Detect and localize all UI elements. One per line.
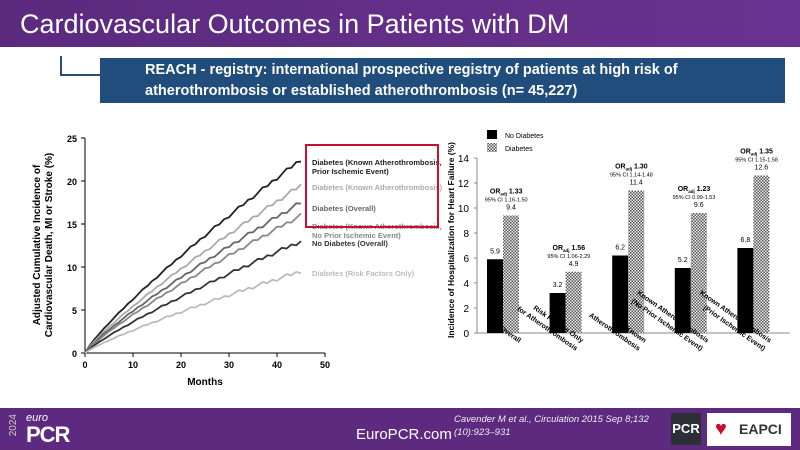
highlight-box xyxy=(305,144,439,228)
y-tick-label: 0 xyxy=(72,349,77,359)
eapci-text: EAPCI xyxy=(739,421,782,437)
x-tick-label: 10 xyxy=(128,360,138,370)
series-line xyxy=(84,212,302,354)
x-tick-label: 0 xyxy=(82,360,87,370)
ci-annotation: 95% CI 1.06-2.29 xyxy=(547,254,590,260)
site-link[interactable]: EuroPCR.com xyxy=(356,426,452,443)
series-label: Diabetes (Overall) xyxy=(312,204,376,213)
bar-value: 5.9 xyxy=(490,248,500,255)
series-label-2: No Prior Ischemic Event) xyxy=(312,231,401,240)
y-axis-label: Adjusted Cumulative Incidence of xyxy=(32,164,43,325)
logo-euro: euro xyxy=(26,412,49,424)
eapci-logo: ♥ EAPCI xyxy=(707,413,791,446)
bar-y-tick-label: 0 xyxy=(463,329,469,340)
legend-label: Diabetes xyxy=(505,146,533,153)
ci-annotation: 95% CI 1.16-1.50 xyxy=(485,198,528,204)
ci-annotation: 95% CI 0.99-1.53 xyxy=(673,195,716,201)
bar-no-diabetes xyxy=(612,255,629,333)
series-label: Diabetes (Known Atherothrombosis, xyxy=(312,158,442,167)
y-tick-label: 10 xyxy=(67,263,77,273)
bar-value: 12.6 xyxy=(755,165,769,172)
bar-y-tick-label: 10 xyxy=(458,204,470,215)
series-label: Diabetes (Known Atherothrombosis) xyxy=(312,183,443,192)
y-tick-label: 5 xyxy=(72,306,77,316)
bar-diabetes xyxy=(753,175,770,333)
x-axis-label: Months xyxy=(187,377,223,388)
x-tick-label: 40 xyxy=(272,360,282,370)
bar-value: 9.4 xyxy=(506,205,516,212)
citation: Cavender M et al., Circulation 2015 Sep … xyxy=(454,414,649,438)
bar-diabetes xyxy=(503,215,519,333)
bar-value: 6.2 xyxy=(615,245,625,252)
subtitle-box: REACH - registry: international prospect… xyxy=(100,58,785,103)
bar-y-tick-label: 4 xyxy=(463,279,469,290)
bar-y-tick-label: 14 xyxy=(458,154,470,165)
bar-y-axis-label: Incidence of Hospitalization for Heart F… xyxy=(446,142,456,338)
x-tick-label: 20 xyxy=(176,360,186,370)
or-annotation: ORadj 1.30 xyxy=(615,164,648,172)
bar-value: 3.2 xyxy=(553,282,563,289)
or-annotation: ORadj 1.33 xyxy=(490,189,523,197)
bar-y-tick-label: 6 xyxy=(463,254,469,265)
bar-value: 5.2 xyxy=(678,257,688,264)
y-tick-label: 25 xyxy=(67,134,77,144)
ci-annotation: 95% CI 1.14-1.48 xyxy=(610,173,653,179)
y-tick-label: 20 xyxy=(67,177,77,187)
bar-value: 4.9 xyxy=(569,261,579,268)
legend-label: No Diabetes xyxy=(505,133,544,140)
bar-no-diabetes xyxy=(674,268,691,333)
series-line xyxy=(84,183,302,354)
pcr-logo: PCR xyxy=(671,413,701,445)
series-line xyxy=(84,270,302,354)
europcr-logo: 2024 euro PCR xyxy=(8,412,88,447)
y-tick-label: 15 xyxy=(67,220,77,230)
bracket-line xyxy=(60,56,102,76)
bar-diabetes xyxy=(690,213,707,333)
series-label: No Diabetes (Overall) xyxy=(312,239,388,248)
ci-annotation: 95% CI 1.15-1.58 xyxy=(735,158,778,164)
bar-y-tick-label: 12 xyxy=(458,179,470,190)
title-bar: Cardiovascular Outcomes in Patients with… xyxy=(0,0,800,47)
bar-value: 9.6 xyxy=(694,202,704,209)
bar-diabetes xyxy=(565,271,582,333)
footer: 2024 euro PCR EuroPCR.com Cavender M et al… xyxy=(0,408,800,450)
legend-swatch-diabetes xyxy=(487,143,497,152)
bar-y-tick-label: 2 xyxy=(463,304,469,315)
bar-y-tick-label: 8 xyxy=(463,229,469,240)
bar-value: 6.8 xyxy=(741,237,751,244)
heart-icon: ♥ xyxy=(715,418,727,440)
or-annotation: ORadj 1.23 xyxy=(678,186,711,194)
slide-title: Cardiovascular Outcomes in Patients with… xyxy=(20,9,570,39)
or-annotation: ORadj 1.56 xyxy=(553,245,586,253)
bar-no-diabetes xyxy=(549,293,566,333)
legend-swatch-no-diabetes xyxy=(487,130,497,139)
series-label: Diabetes (Risk Factors Only) xyxy=(312,269,415,278)
logo-pcr: PCR xyxy=(26,422,70,447)
bar-value: 11.4 xyxy=(630,180,643,187)
series-label-2: Prior Ischemic Event) xyxy=(312,167,389,176)
bar-diabetes xyxy=(628,190,645,333)
series-line xyxy=(84,160,302,354)
x-tick-label: 50 xyxy=(320,360,330,370)
x-tick-label: 30 xyxy=(224,360,234,370)
series-line xyxy=(84,202,302,354)
or-annotation: ORadj 1.35 xyxy=(740,149,773,157)
bar-no-diabetes xyxy=(487,259,503,333)
series-line xyxy=(84,240,302,354)
y-axis-label-2: Cardiovascular Death, MI or Stroke (%) xyxy=(44,153,55,338)
bar-no-diabetes xyxy=(737,248,754,333)
logo-year: 2024 xyxy=(8,414,19,437)
